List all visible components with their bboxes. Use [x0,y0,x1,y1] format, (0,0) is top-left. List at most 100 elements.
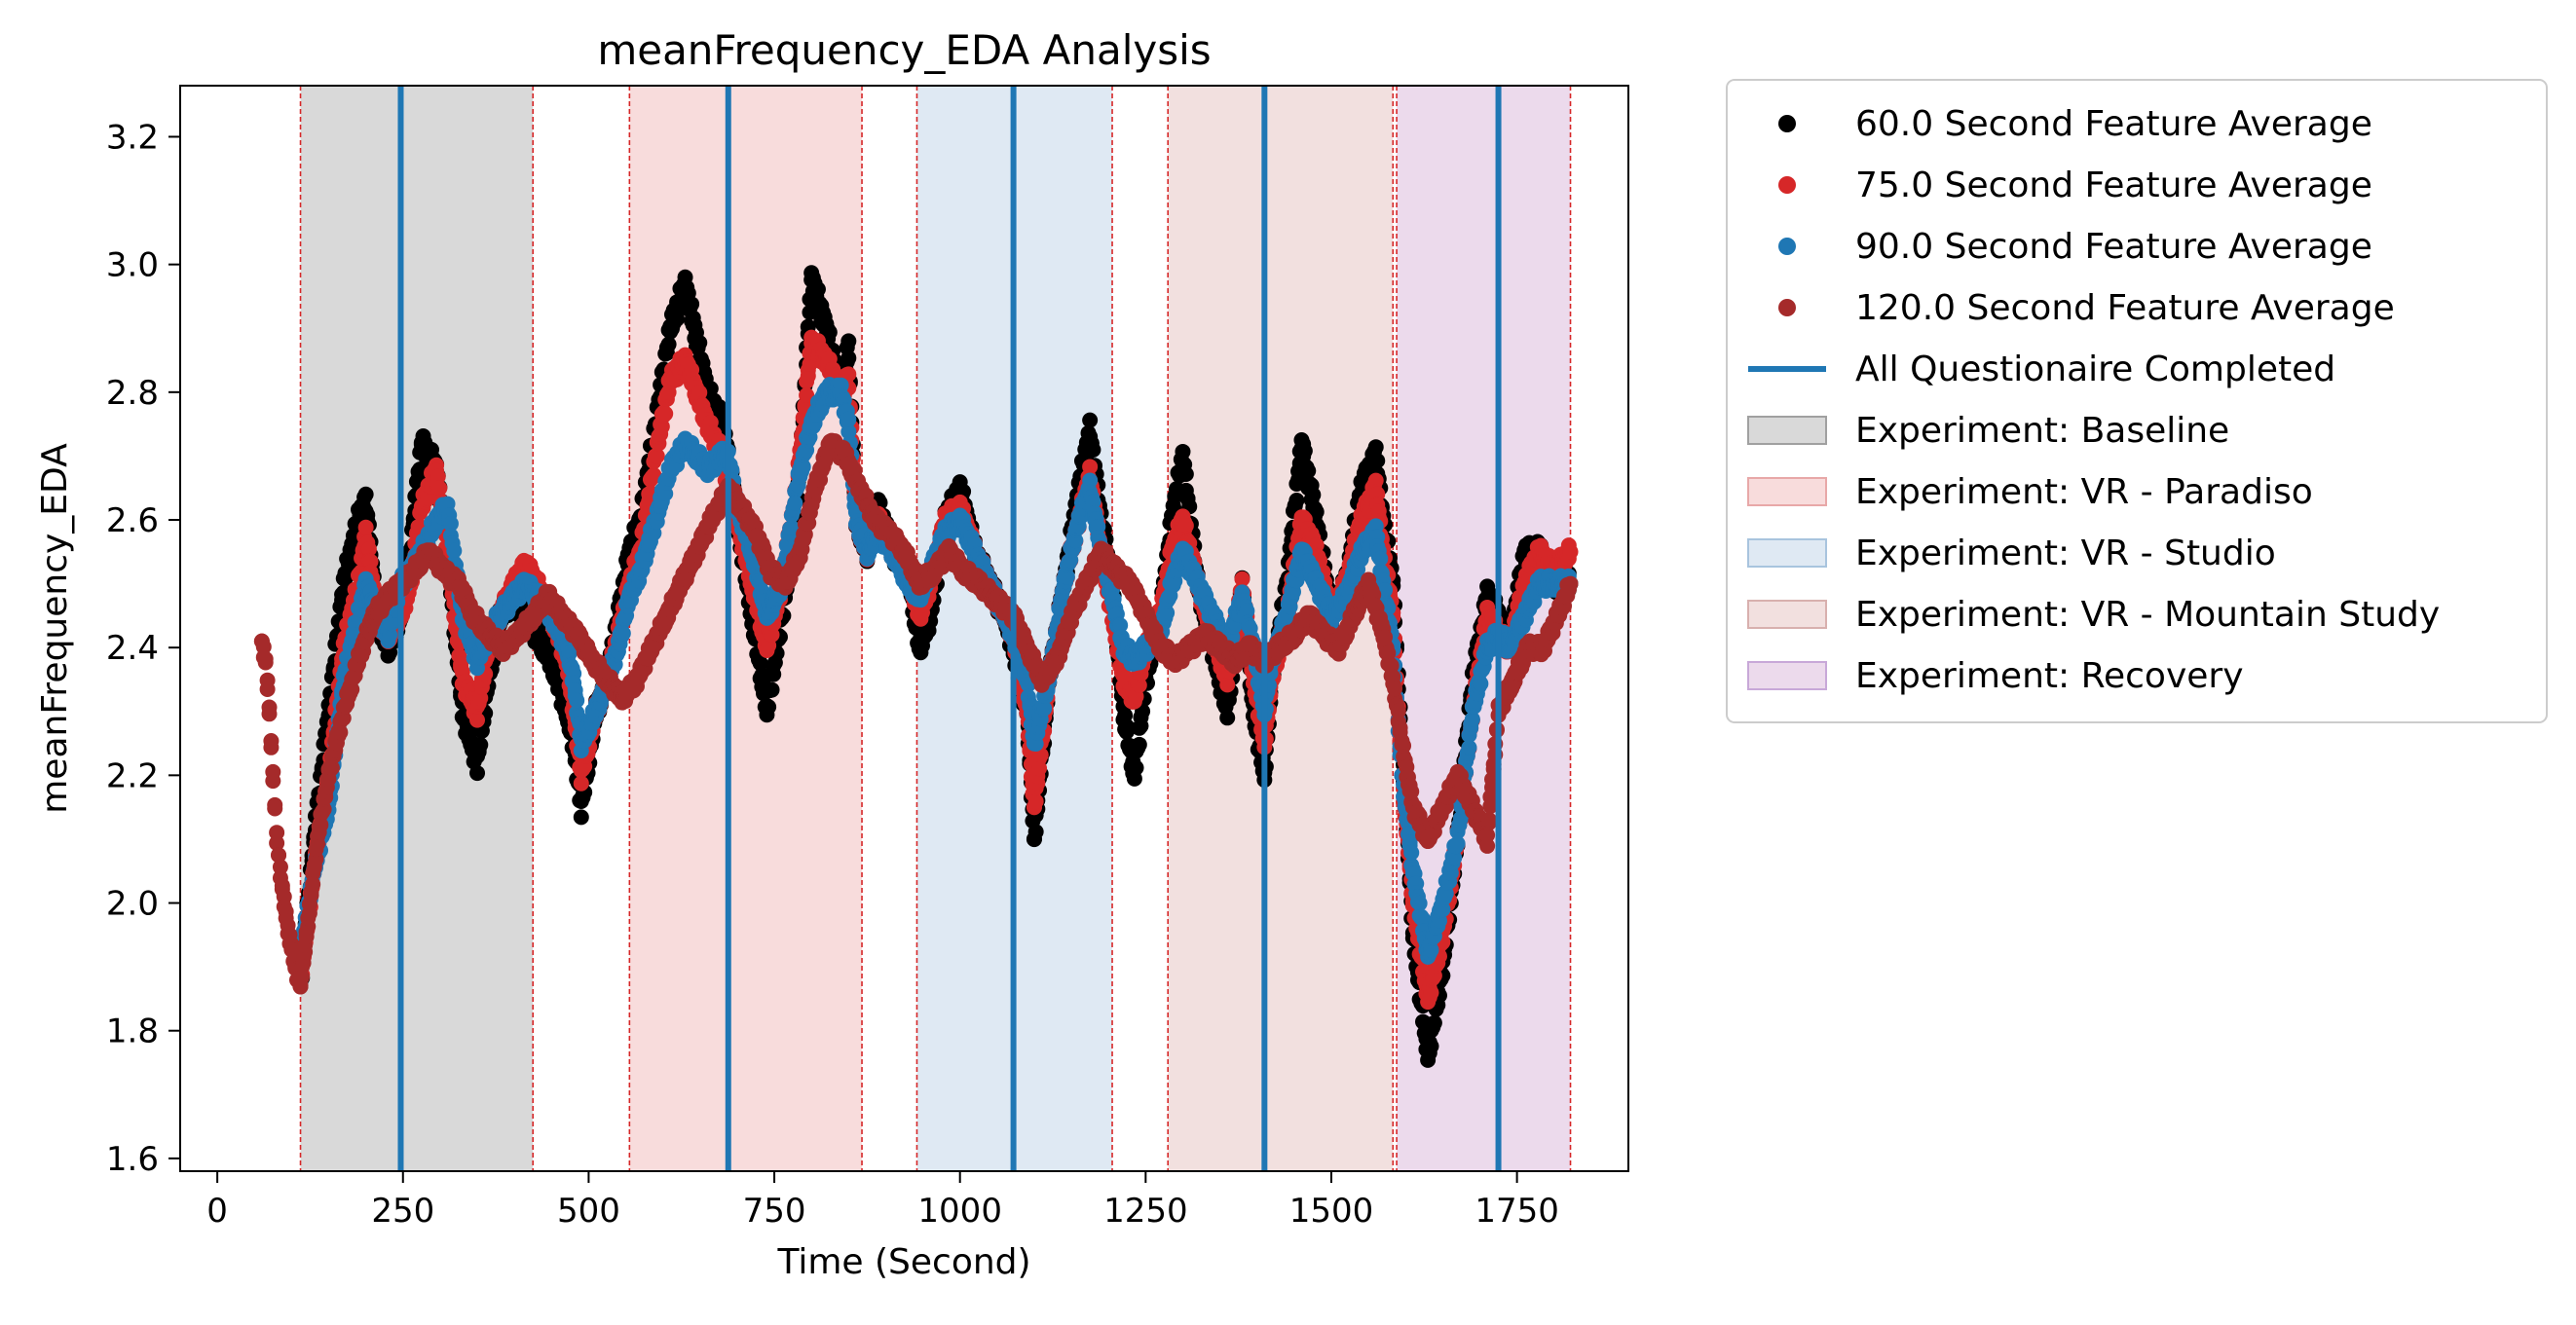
data-point [323,759,340,776]
data-point [1128,759,1144,776]
data-point [1372,550,1389,567]
data-point [569,692,585,709]
data-point [573,775,589,791]
data-point [783,519,800,535]
data-point [1239,603,1255,619]
data-point [1473,676,1489,692]
data-point [1085,442,1101,459]
data-point [332,724,349,741]
data-point [263,733,280,750]
data-point [1082,472,1099,489]
data-point [809,281,826,298]
data-point [429,468,446,485]
data-point [257,650,274,667]
data-point [1027,793,1044,810]
data-point [1090,519,1106,535]
data-point [259,681,276,698]
data-point [840,411,857,427]
data-point [1219,677,1236,693]
data-point [1367,472,1384,489]
data-point [469,712,486,728]
data-point [1131,677,1147,693]
data-point [1367,439,1384,456]
data-point [265,763,281,780]
data-point [1120,719,1137,736]
data-point [294,969,311,985]
data-point [335,710,352,726]
data-point [1562,543,1579,560]
data-point [1031,760,1048,777]
data-point [840,366,857,383]
data-point [657,405,674,422]
data-point [1059,569,1075,585]
data-point [649,448,665,464]
data-point [761,699,777,716]
data-point [360,541,377,558]
data-series [253,265,1579,1068]
data-point [1036,700,1053,717]
data-point [684,296,700,313]
data-point [272,859,288,875]
data-point [800,368,816,385]
data-point [691,335,708,351]
data-point [799,386,815,403]
data-point [1411,895,1428,911]
data-point [1423,941,1439,958]
data-point [752,655,768,672]
data-point [833,377,849,393]
data-point [1423,984,1439,1001]
data-point [357,486,374,502]
data-point [691,385,708,401]
series-3 [253,432,1579,995]
data-point [1177,466,1194,483]
data-point [669,311,686,327]
data-point [1082,459,1099,475]
data-point [267,800,283,817]
data-point [646,467,662,484]
data-point [1423,1038,1439,1054]
data-point [431,480,448,497]
data-point [1369,453,1386,469]
data-point [1308,503,1325,520]
data-point [1426,1014,1442,1031]
data-point [764,681,780,698]
data-point [840,333,857,350]
data-point [1403,844,1420,861]
data-point [1288,493,1305,509]
data-point [1177,517,1194,534]
data-point [1159,605,1176,621]
data-point [469,765,486,782]
data-point [271,847,287,864]
data-point [615,625,631,642]
data-point [1452,810,1469,827]
data-point [561,645,578,662]
data-point [1234,570,1251,587]
data-point [821,324,838,341]
data-point [472,737,489,754]
data-point [1131,736,1147,753]
data-point [305,876,321,893]
data-point [787,495,803,511]
data-point [1300,462,1317,479]
data-point [269,834,285,851]
data-point [1461,739,1477,755]
data-point [446,542,463,559]
data-point [1082,412,1099,428]
data-point [1446,850,1463,866]
data-point [261,706,278,722]
data-point [1219,710,1236,726]
data-point [573,809,589,826]
data-point [442,515,459,532]
data-point [840,350,857,366]
data-point [660,336,677,352]
data-point [1175,443,1191,460]
data-point [1305,487,1322,503]
data-point [255,639,272,655]
data-point [1464,711,1480,727]
data-point [362,553,379,570]
data-point [795,459,811,475]
data-point [1112,617,1129,634]
data-point [357,519,374,535]
data-point [1449,835,1466,852]
